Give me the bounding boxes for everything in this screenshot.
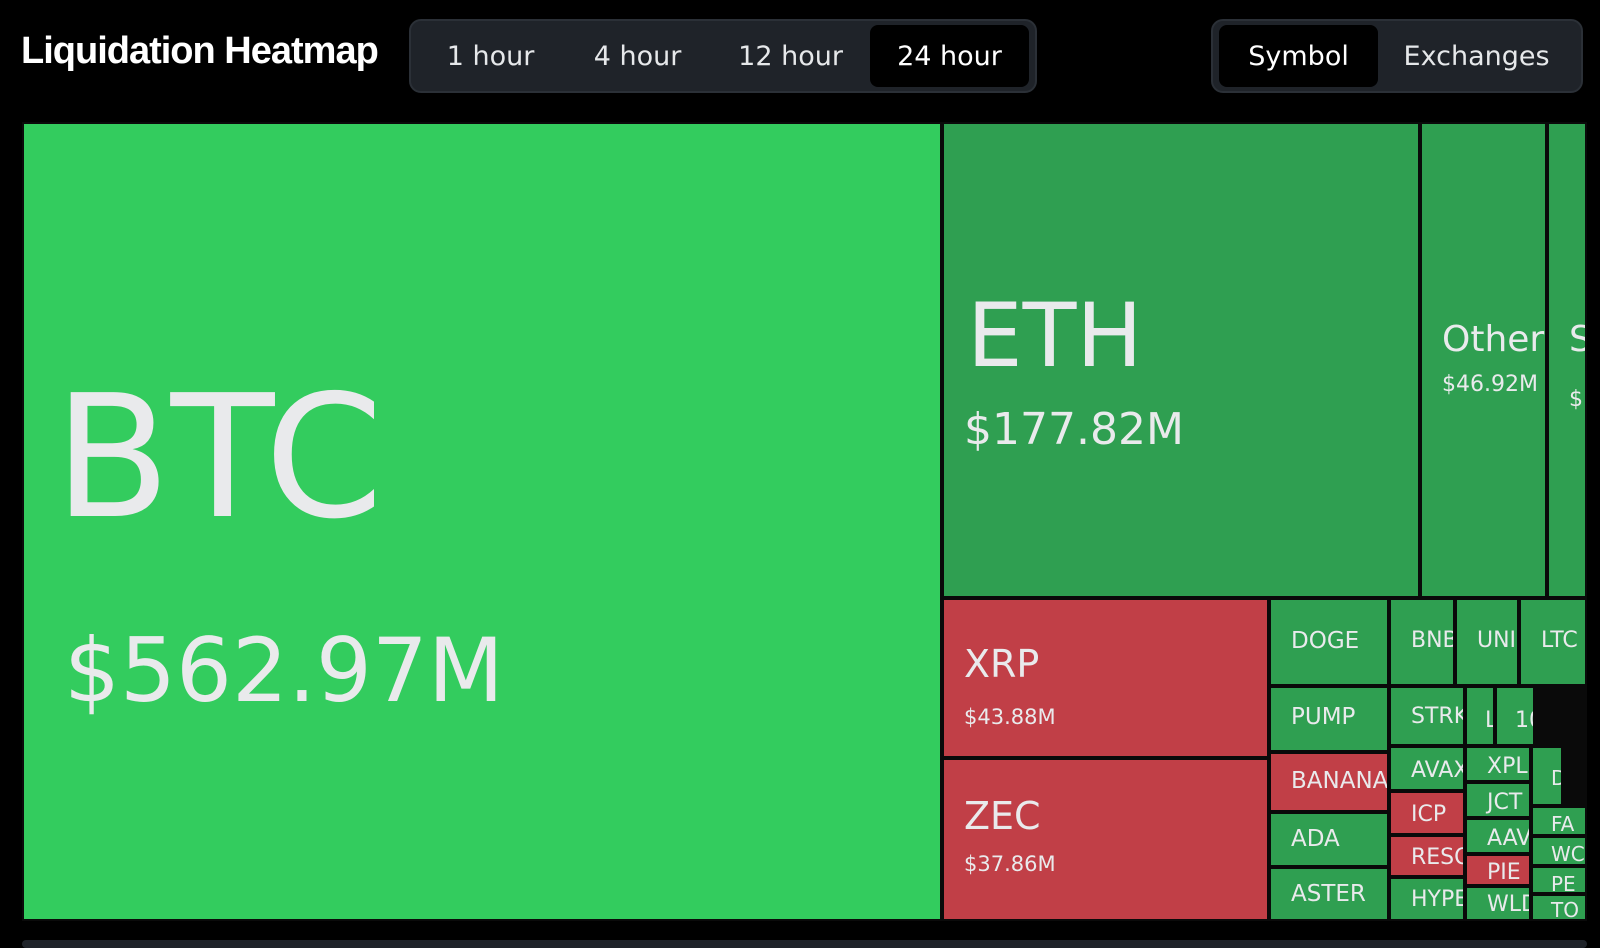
tile-symbol: UNI <box>1477 628 1517 653</box>
group-by-toggle: Symbol Exchanges <box>1211 19 1583 93</box>
tile-value: $37.86M <box>964 852 1056 876</box>
tile-symbol: ETH <box>967 284 1143 387</box>
heatmap-tile-uni[interactable]: UNI <box>1455 598 1519 686</box>
group-by-symbol[interactable]: Symbol <box>1219 25 1379 87</box>
bottom-panel-edge <box>22 940 1587 948</box>
tile-value: $177.82M <box>964 404 1184 455</box>
heatmap-tile-ltc[interactable]: LTC <box>1519 598 1587 686</box>
tile-symbol: 10 <box>1515 708 1533 733</box>
heatmap-tile-pie[interactable]: PIE <box>1465 854 1531 886</box>
tile-value: $46.92M <box>1442 372 1538 397</box>
tile-symbol: BNB <box>1411 628 1455 653</box>
heatmap-tile-xpl[interactable]: XPL <box>1465 746 1531 782</box>
heatmap-tile-strk[interactable]: STRK <box>1389 686 1465 746</box>
tile-symbol: ASTER <box>1291 881 1366 907</box>
tile-symbol: WC <box>1551 842 1585 866</box>
heatmap-tile-others[interactable]: Others $46.92M <box>1420 122 1547 598</box>
tile-symbol: AAV <box>1487 826 1531 851</box>
heatmap-tile-s[interactable]: S$ <box>1547 122 1587 598</box>
heatmap-tile-hype[interactable]: HYPE <box>1389 877 1465 921</box>
heatmap-tile-ada[interactable]: ADA <box>1269 812 1389 867</box>
tile-symbol: LTC <box>1541 628 1578 653</box>
heatmap-tile-d[interactable]: D <box>1531 746 1563 806</box>
time-range-toggle: 1 hour 4 hour 12 hour 24 hour <box>409 19 1037 93</box>
tile-symbol: TO <box>1551 898 1579 921</box>
heatmap-tile-bnb[interactable]: BNB <box>1389 598 1455 686</box>
heatmap-tile-bananas[interactable]: BANANAS <box>1269 752 1389 812</box>
tile-symbol: ADA <box>1291 826 1340 852</box>
tile-symbol: HYPE <box>1411 887 1465 912</box>
page-title: Liquidation Heatmap <box>21 30 379 72</box>
heatmap-tile-aster[interactable]: ASTER <box>1269 867 1389 921</box>
tile-symbol: FA <box>1551 812 1575 836</box>
heatmap-tile-doge[interactable]: DOGE <box>1269 598 1389 686</box>
heatmap-tile-pe[interactable]: PE <box>1531 866 1587 894</box>
tile-symbol: BTC <box>54 359 384 557</box>
tile-symbol: ICP <box>1411 802 1447 827</box>
heatmap-tile-btc[interactable]: BTC $562.97M <box>22 122 942 921</box>
heatmap-tile-xrp[interactable]: XRP $43.88M <box>942 598 1269 758</box>
heatmap-tile-jct[interactable]: JCT <box>1465 782 1531 818</box>
heatmap-tile-pump[interactable]: PUMP <box>1269 686 1389 752</box>
tile-value: $562.97M <box>64 619 504 722</box>
heatmap-tile-wld[interactable]: WLD <box>1465 886 1531 921</box>
tile-symbol: Others <box>1442 319 1545 360</box>
tile-symbol: XPL <box>1487 754 1528 779</box>
heatmap-tile-li[interactable]: LI <box>1465 686 1495 746</box>
heatmap-tile-to[interactable]: TO <box>1531 894 1587 921</box>
tile-symbol: PIE <box>1487 860 1521 885</box>
heatmap-tile-reso[interactable]: RESO <box>1389 835 1465 877</box>
tile-symbol: LI <box>1485 708 1493 733</box>
tile-symbol: S <box>1569 319 1585 360</box>
heatmap-tile-eth[interactable]: ETH $177.82M <box>942 122 1420 598</box>
heatmap-tile-icp[interactable]: ICP <box>1389 791 1465 835</box>
tile-value: $ <box>1569 387 1583 412</box>
tile-symbol: PUMP <box>1291 704 1356 730</box>
tile-symbol: ZEC <box>964 794 1041 838</box>
tile-value: $43.88M <box>964 705 1056 729</box>
group-by-exchanges[interactable]: Exchanges <box>1403 40 1550 72</box>
heatmap-tile-10[interactable]: 10 <box>1495 686 1535 746</box>
tile-symbol: WLD <box>1487 892 1529 917</box>
time-range-4-hour[interactable]: 4 hour <box>593 40 682 72</box>
tile-symbol: DOGE <box>1291 628 1360 654</box>
tile-symbol: BANANAS <box>1291 768 1389 794</box>
tile-symbol: D <box>1551 766 1561 790</box>
tile-symbol: RESO <box>1411 845 1463 870</box>
tile-symbol: STRK <box>1411 704 1465 729</box>
time-range-12-hour[interactable]: 12 hour <box>738 40 843 72</box>
tile-symbol: AVAX <box>1411 758 1465 783</box>
heatmap-tile-fa[interactable]: FA <box>1531 806 1587 836</box>
liquidation-treemap: BTC$562.97METH$177.82MOthers$46.92MS$XRP… <box>22 122 1587 921</box>
tile-symbol: PE <box>1551 872 1576 894</box>
time-range-1-hour[interactable]: 1 hour <box>446 40 535 72</box>
tile-symbol: XRP <box>964 642 1040 686</box>
heatmap-tile-wc[interactable]: WC <box>1531 836 1587 866</box>
heatmap-tile-zec[interactable]: ZEC $37.86M <box>942 758 1269 921</box>
heatmap-tile-aav[interactable]: AAV <box>1465 818 1531 854</box>
tile-symbol: JCT <box>1487 790 1523 815</box>
time-range-24-hour[interactable]: 24 hour <box>870 25 1029 87</box>
heatmap-tile-avax[interactable]: AVAX <box>1389 746 1465 791</box>
